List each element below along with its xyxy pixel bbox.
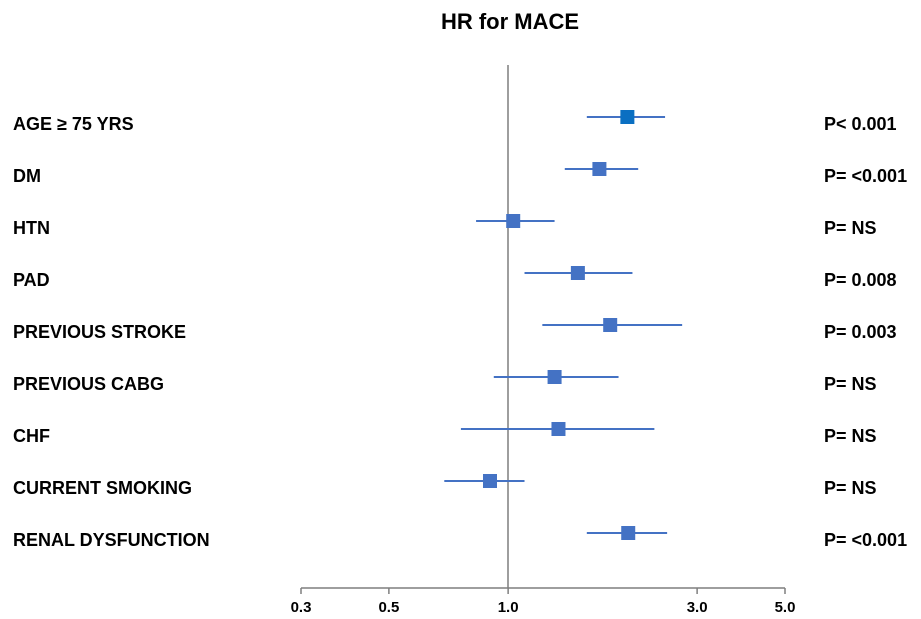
point-estimate: [570, 266, 585, 280]
row-label: AGE ≥ 75 YRS: [13, 114, 134, 134]
p-value: P= 0.003: [824, 322, 897, 342]
x-tick-label: 0.5: [378, 599, 399, 616]
x-tick-label: 5.0: [775, 599, 796, 616]
x-tick-label: 1.0: [498, 599, 519, 616]
point-estimate: [547, 370, 562, 384]
p-value: P= NS: [824, 478, 877, 498]
point-estimate: [603, 318, 618, 332]
point-estimate: [621, 526, 636, 540]
x-tick-label: 3.0: [687, 599, 708, 616]
row-label: HTN: [13, 218, 50, 238]
row-label: PREVIOUS CABG: [13, 374, 164, 394]
point-estimate: [620, 110, 635, 124]
p-value: P= NS: [824, 218, 877, 238]
row-label: PREVIOUS STROKE: [13, 322, 186, 342]
row-label: CHF: [13, 426, 50, 446]
point-estimate: [506, 214, 521, 228]
p-value: P< 0.001: [824, 114, 897, 134]
point-estimate: [482, 474, 497, 488]
point-estimate: [551, 422, 566, 436]
row-label: RENAL DYSFUNCTION: [13, 530, 210, 550]
row-label: PAD: [13, 270, 50, 290]
row-label: DM: [13, 166, 41, 186]
p-value: P= NS: [824, 374, 877, 394]
row-label: CURRENT SMOKING: [13, 478, 192, 498]
p-value: P= 0.008: [824, 270, 897, 290]
p-value: P= NS: [824, 426, 877, 446]
x-tick-label: 0.3: [291, 599, 312, 616]
p-value: P= <0.001: [824, 166, 907, 186]
chart-title: HR for MACE: [441, 9, 579, 34]
p-value: P= <0.001: [824, 530, 907, 550]
point-estimate: [592, 162, 607, 176]
